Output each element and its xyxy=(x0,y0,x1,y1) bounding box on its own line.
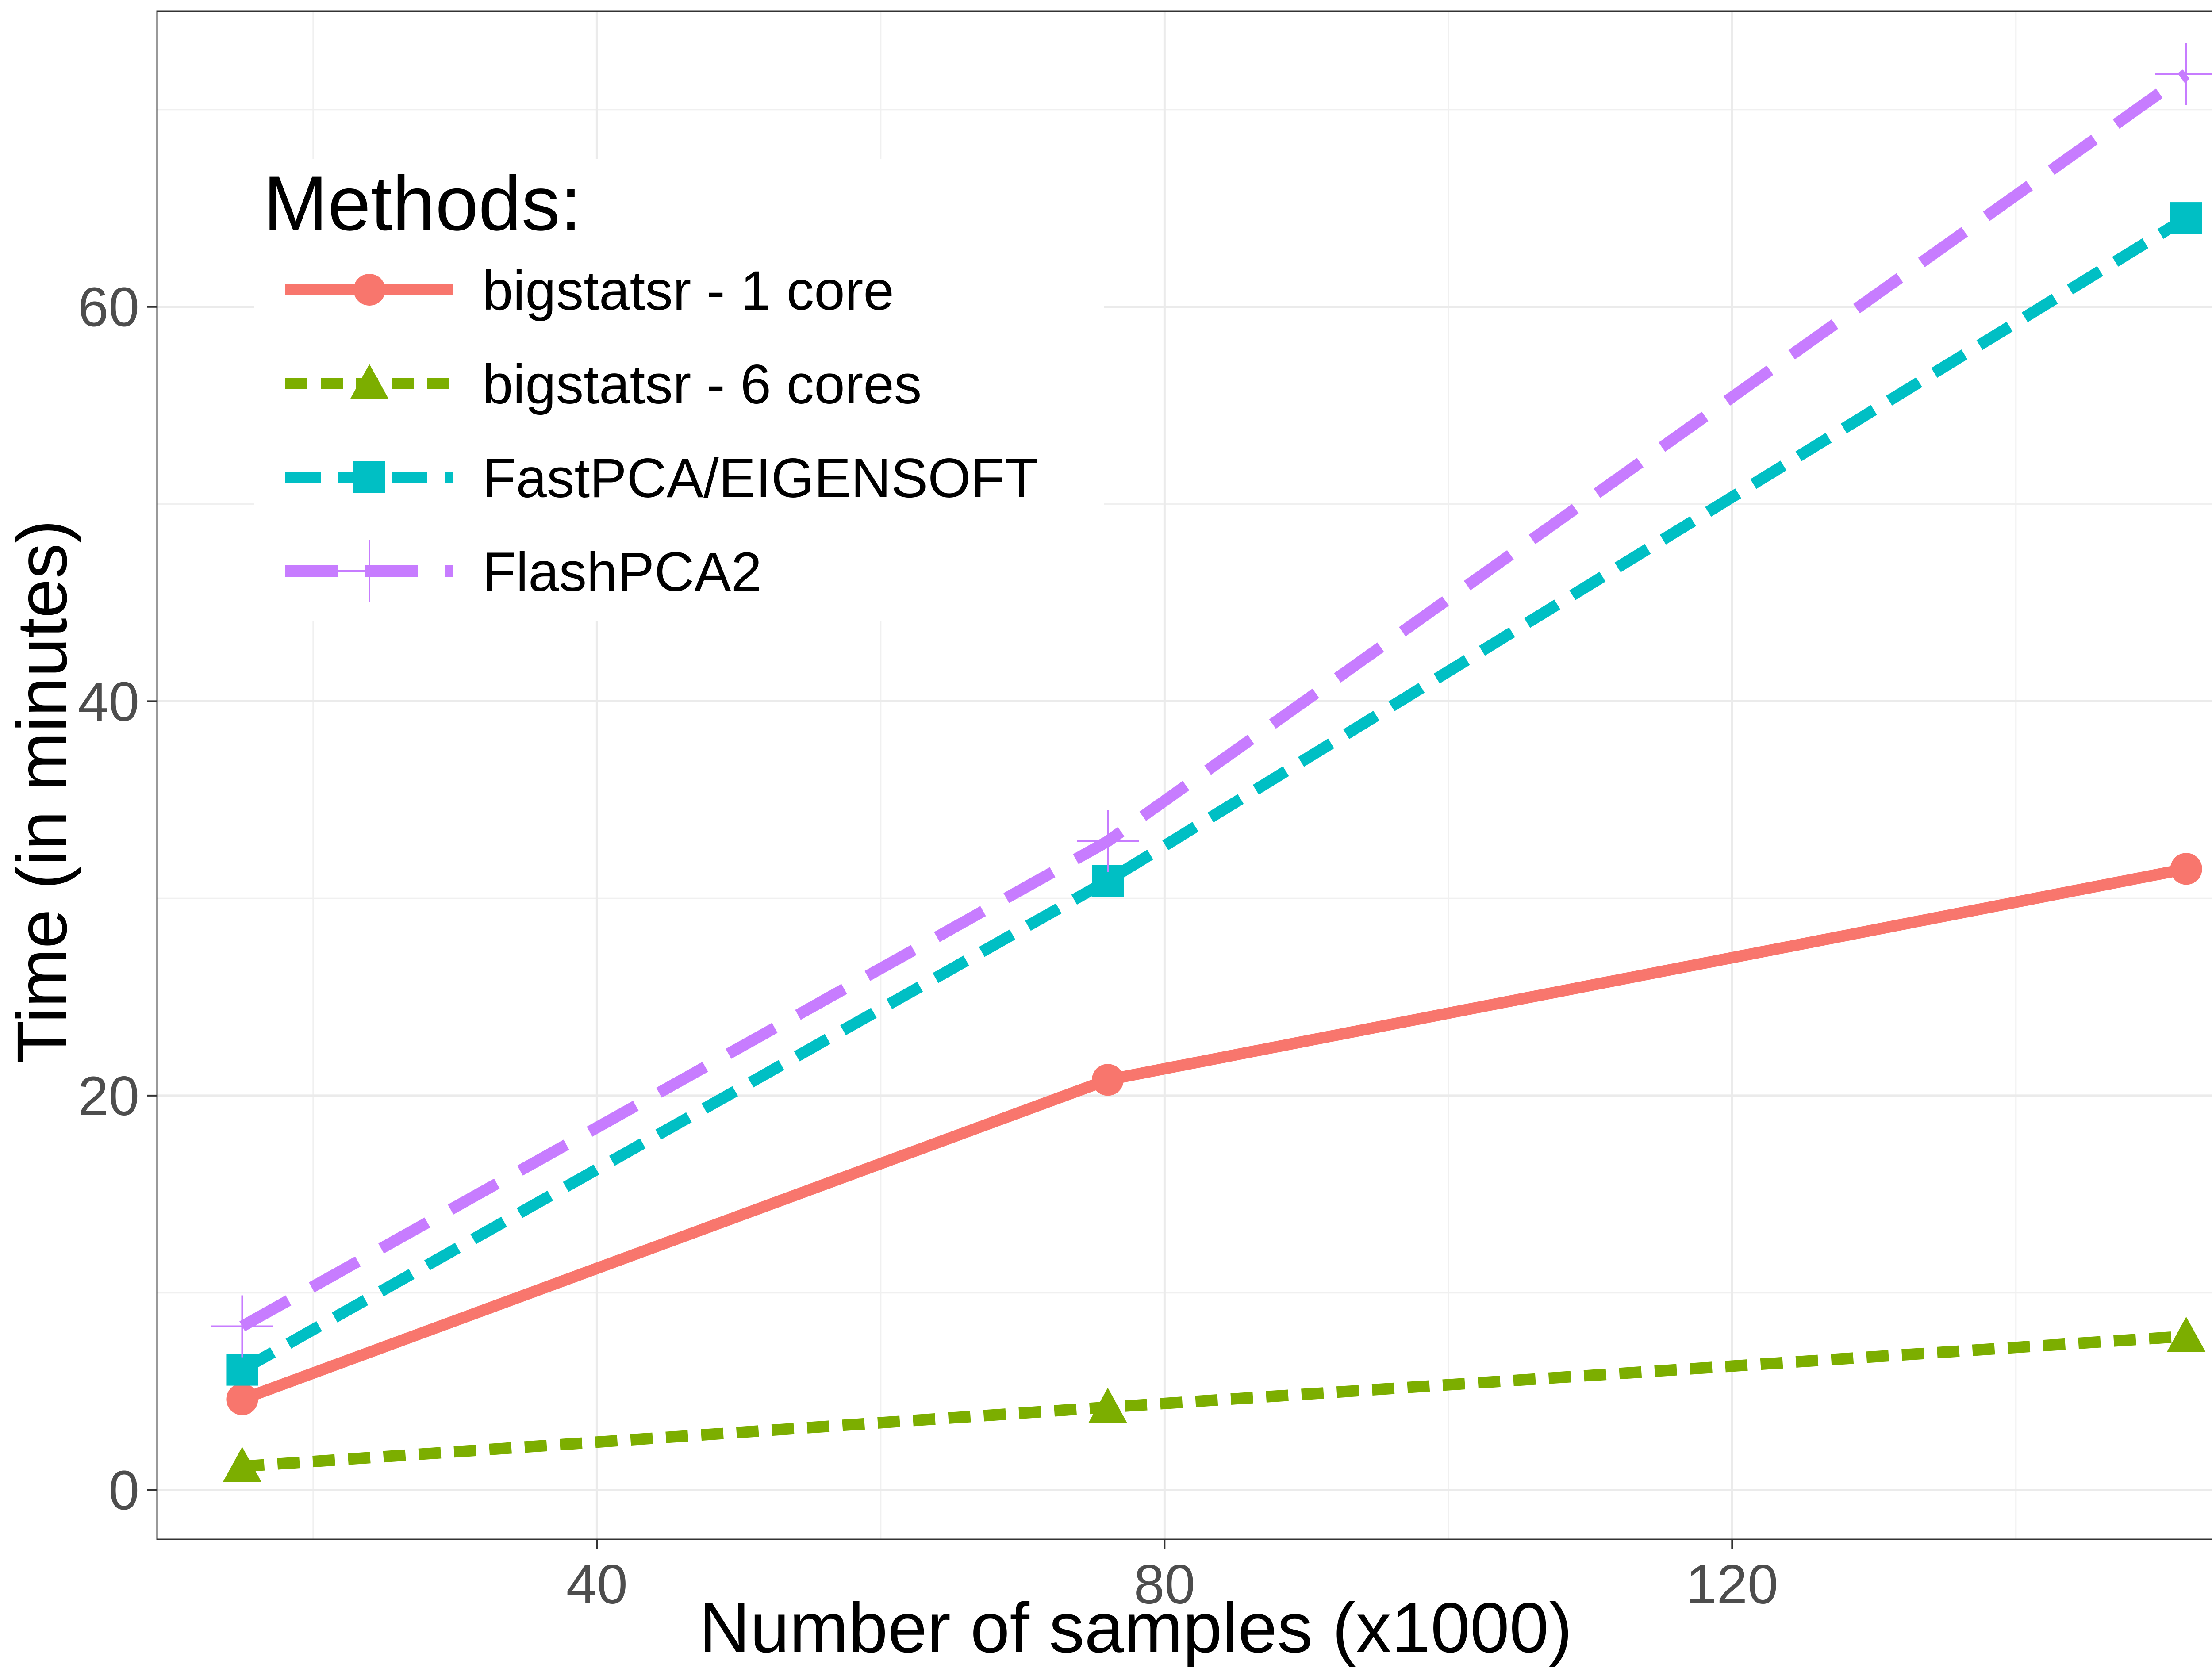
x-tick-label: 40 xyxy=(566,1554,628,1615)
legend-label: FastPCA/EIGENSOFT xyxy=(482,448,1038,509)
data-point xyxy=(1092,1064,1124,1096)
legend-title: Methods: xyxy=(263,161,582,247)
legend-key-marker xyxy=(353,274,385,306)
series-line xyxy=(239,213,2189,1375)
legend-label: bigstatsr - 6 cores xyxy=(482,354,922,415)
data-point xyxy=(226,1383,258,1415)
legend: Methods: bigstatsr - 1 core bigstatsr - 6… xyxy=(254,159,1104,621)
y-axis-label: Time (in minutes) xyxy=(2,520,81,1064)
y-tick-label: 40 xyxy=(78,671,139,732)
legend-key-marker xyxy=(353,461,385,493)
data-point xyxy=(2170,853,2202,885)
y-axis-ticks: 0 20 40 60 xyxy=(78,277,157,1522)
legend-key-marker xyxy=(338,540,400,602)
data-point xyxy=(1088,1388,1128,1423)
x-tick-label: 120 xyxy=(1686,1554,1778,1615)
data-point xyxy=(223,1447,262,1483)
series-points xyxy=(211,43,2212,1483)
legend-background xyxy=(254,159,1104,621)
x-tick-label: 80 xyxy=(1134,1554,1195,1615)
legend-items: bigstatsr - 1 core bigstatsr - 6 cores Fas… xyxy=(285,260,1038,603)
plot-panel-border xyxy=(156,10,2212,1540)
data-point xyxy=(2155,43,2212,105)
y-tick-label: 20 xyxy=(78,1066,139,1127)
data-point xyxy=(2166,1316,2206,1352)
data-point xyxy=(226,1354,258,1386)
data-point xyxy=(211,1295,273,1358)
data-point xyxy=(1077,810,1139,872)
legend-label: bigstatsr - 1 core xyxy=(482,260,894,322)
y-tick-label: 60 xyxy=(78,277,139,338)
y-tick-label: 0 xyxy=(108,1460,139,1522)
legend-key-marker xyxy=(350,364,389,399)
legend-label: FlashPCA2 xyxy=(482,541,762,603)
data-point xyxy=(2170,202,2202,234)
x-axis-label: Number of samples (x1000) xyxy=(699,1588,1572,1667)
x-axis-ticks: 40 80 120 xyxy=(566,1539,1778,1615)
